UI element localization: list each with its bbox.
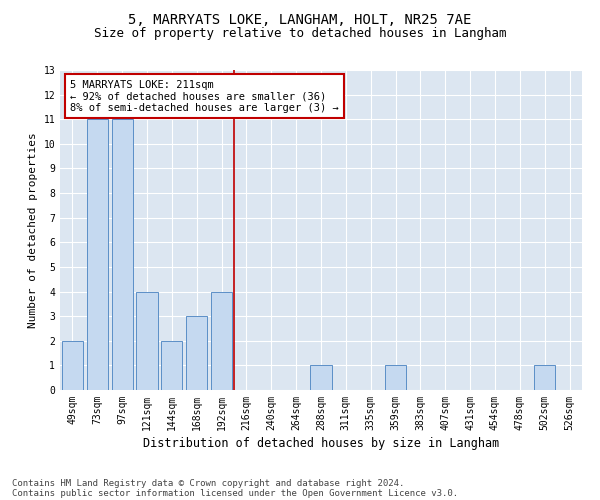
Bar [62, 341, 83, 390]
X-axis label: Distribution of detached houses by size in Langham: Distribution of detached houses by size … [143, 437, 499, 450]
Y-axis label: Number of detached properties: Number of detached properties [28, 132, 38, 328]
Text: Contains HM Land Registry data © Crown copyright and database right 2024.: Contains HM Land Registry data © Crown c… [12, 478, 404, 488]
Bar [112, 119, 133, 390]
Text: Size of property relative to detached houses in Langham: Size of property relative to detached ho… [94, 28, 506, 40]
Bar [534, 366, 555, 390]
Bar [385, 366, 406, 390]
Bar [136, 292, 158, 390]
Bar [161, 341, 182, 390]
Bar [310, 366, 332, 390]
Bar [211, 292, 232, 390]
Bar [186, 316, 207, 390]
Bar [87, 119, 108, 390]
Text: 5, MARRYATS LOKE, LANGHAM, HOLT, NR25 7AE: 5, MARRYATS LOKE, LANGHAM, HOLT, NR25 7A… [128, 12, 472, 26]
Text: 5 MARRYATS LOKE: 211sqm
← 92% of detached houses are smaller (36)
8% of semi-det: 5 MARRYATS LOKE: 211sqm ← 92% of detache… [70, 80, 339, 113]
Text: Contains public sector information licensed under the Open Government Licence v3: Contains public sector information licen… [12, 488, 458, 498]
